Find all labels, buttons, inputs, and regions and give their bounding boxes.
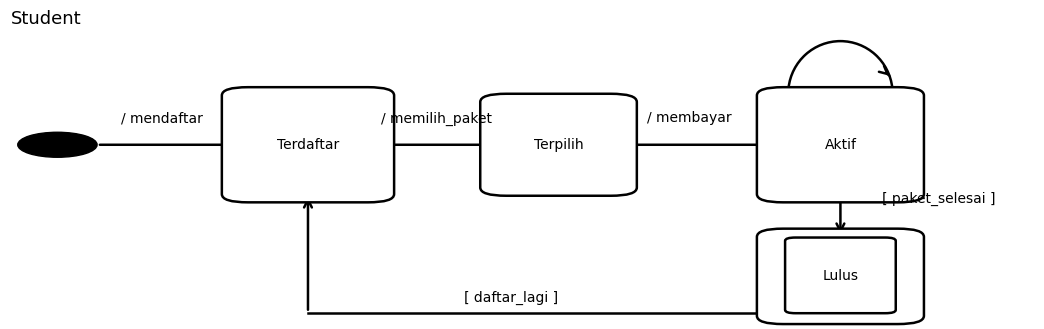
Text: Terpilih: Terpilih	[533, 138, 584, 152]
Text: Terdaftar: Terdaftar	[277, 138, 339, 152]
Text: [ paket_selesai ]: [ paket_selesai ]	[882, 192, 996, 206]
Text: [ daftar_lagi ]: [ daftar_lagi ]	[465, 291, 559, 305]
Text: Lulus: Lulus	[823, 269, 858, 283]
Text: Student: Student	[10, 10, 81, 28]
FancyBboxPatch shape	[757, 87, 924, 202]
Circle shape	[18, 132, 97, 157]
FancyBboxPatch shape	[757, 229, 924, 324]
Text: / mendaftar: / mendaftar	[121, 112, 203, 125]
Text: / membayar: / membayar	[646, 112, 732, 125]
FancyBboxPatch shape	[221, 87, 395, 202]
FancyBboxPatch shape	[480, 94, 637, 196]
Text: Aktif: Aktif	[825, 138, 856, 152]
Text: / memilih_paket: / memilih_paket	[381, 112, 492, 125]
